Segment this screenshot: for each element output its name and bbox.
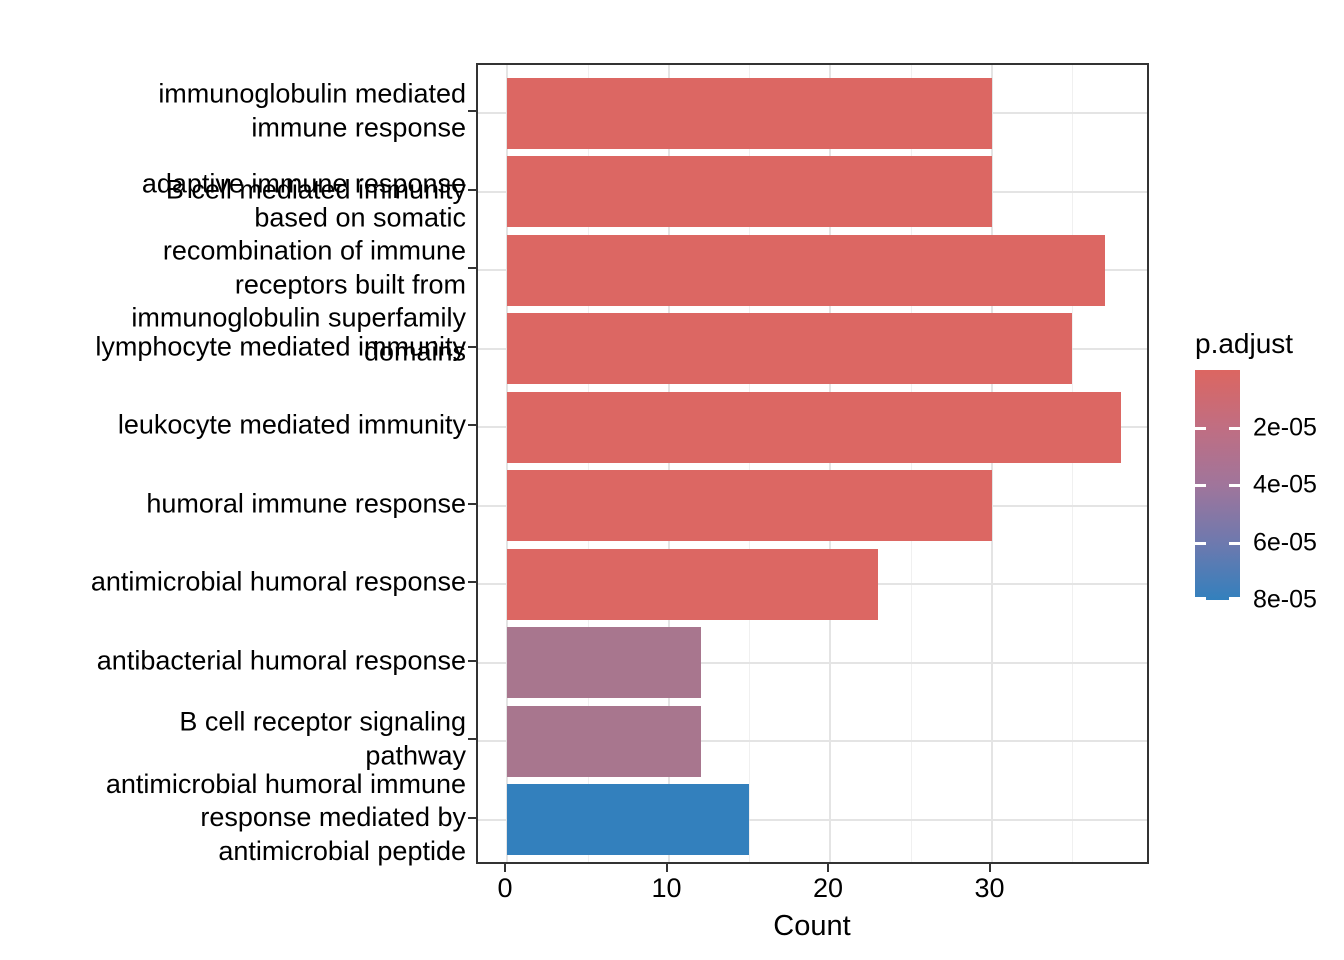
colorbar-tick (1195, 597, 1206, 600)
y-tick (468, 738, 476, 740)
y-axis-label: adaptive immune response based on somati… (131, 168, 466, 367)
x-tick (988, 864, 991, 872)
y-axis-label: lymphocyte mediated immunity (95, 330, 466, 361)
legend-title: p.adjust (1195, 328, 1294, 359)
x-tick (665, 864, 668, 872)
gridline-x-minor (910, 65, 912, 862)
gridline-x-major (506, 65, 508, 862)
x-tick-label: 30 (974, 873, 1005, 903)
colorbar-tick (1195, 426, 1206, 430)
colorbar-tick (1229, 541, 1240, 545)
x-tick (827, 864, 829, 872)
bar (507, 77, 992, 149)
bar (507, 234, 1105, 306)
bar (507, 627, 701, 698)
x-tick-label: 10 (651, 873, 682, 903)
y-tick (468, 502, 476, 505)
y-axis-label: B cell mediated immunity (165, 173, 466, 204)
bar (507, 548, 879, 620)
y-axis-label: leukocyte mediated immunity (117, 409, 466, 440)
x-axis-title: Count (773, 910, 851, 942)
bar (507, 784, 750, 855)
plot-panel (476, 63, 1149, 864)
y-axis-label: humoral immune response (146, 487, 466, 518)
gridline-y-major (478, 740, 1147, 742)
colorbar-tick (1229, 426, 1240, 430)
y-tick (468, 816, 476, 819)
y-axis-label: immunoglobulin mediated immune response (158, 78, 466, 143)
colorbar-tick (1229, 484, 1240, 487)
y-tick (468, 345, 476, 348)
colorbar-tick (1195, 484, 1206, 487)
colorbar-tick (1195, 541, 1206, 545)
y-tick (468, 424, 476, 426)
gridline-x-minor (749, 65, 751, 862)
bar (507, 313, 1073, 384)
gridline-x-major (667, 65, 670, 862)
y-axis-label: antibacterial humoral response (96, 644, 466, 675)
x-tick-label: 20 (812, 873, 844, 903)
gridline-x-major (990, 65, 993, 862)
gridline-y-major (478, 661, 1147, 664)
y-tick (468, 110, 476, 112)
gridline-x-minor (587, 65, 589, 862)
y-axis-label: antimicrobial humoral response (90, 566, 466, 597)
y-axis-label: B cell receptor signaling pathway (179, 706, 466, 771)
gridline-x-minor (1072, 65, 1074, 862)
colorbar-tick-label: 4e-05 (1253, 470, 1317, 499)
bar (507, 156, 992, 227)
y-tick (468, 581, 476, 583)
y-tick (468, 659, 476, 662)
bar (507, 705, 701, 777)
y-axis-label: antimicrobial humoral immune response me… (105, 768, 466, 866)
bar (507, 391, 1121, 463)
gridline-y-major (478, 818, 1147, 821)
colorbar-tick-label: 6e-05 (1253, 528, 1317, 556)
bar (507, 470, 992, 541)
y-tick (468, 267, 476, 269)
colorbar-tick (1229, 597, 1240, 600)
gridline-x-major (829, 65, 831, 862)
colorbar-tick-label: 2e-05 (1253, 413, 1317, 441)
y-tick (468, 188, 476, 191)
colorbar-tick-label: 8e-05 (1253, 585, 1317, 614)
x-tick-label: 0 (497, 873, 513, 903)
x-tick (504, 864, 506, 872)
